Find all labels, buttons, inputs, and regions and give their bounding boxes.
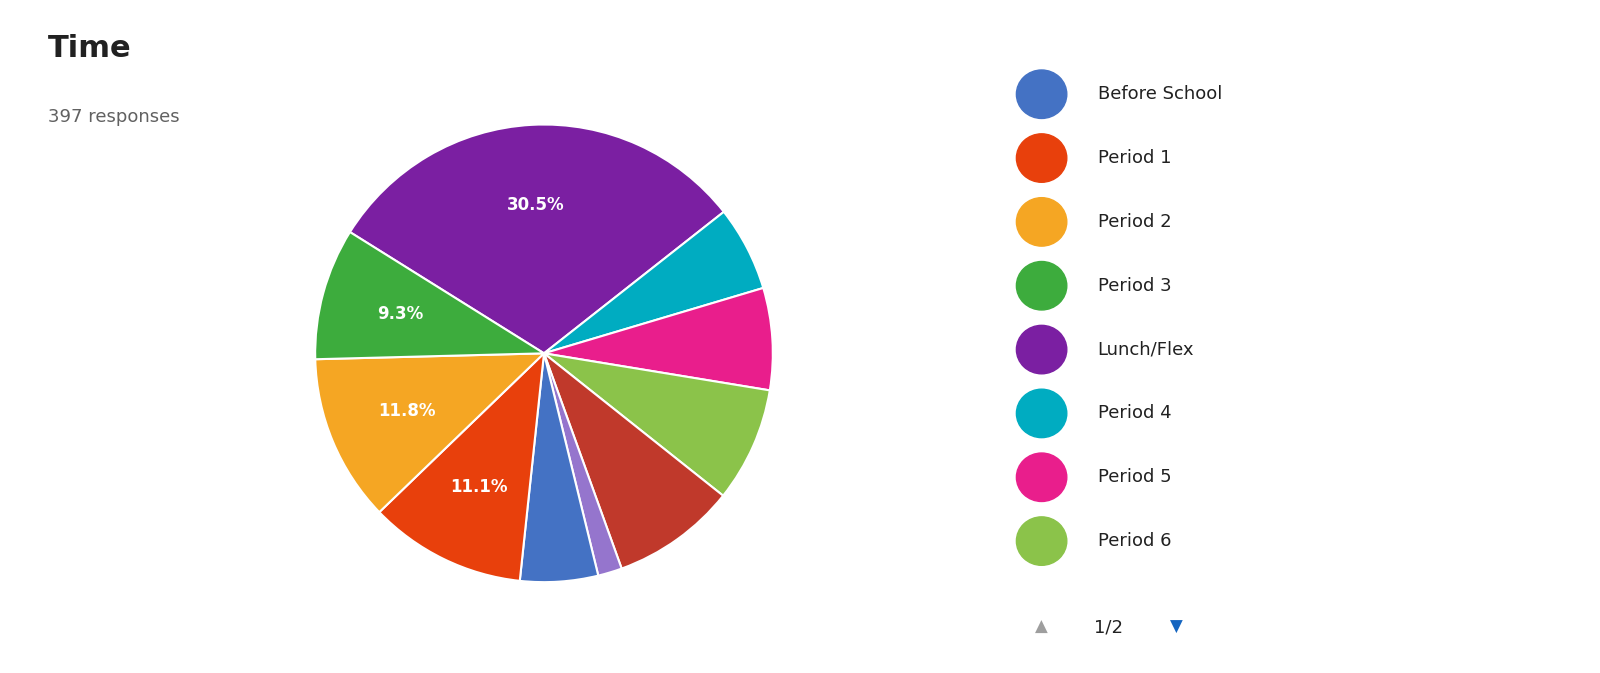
Text: 1/2: 1/2 [1094, 618, 1123, 636]
Text: Period 4: Period 4 [1098, 404, 1171, 423]
Circle shape [1016, 389, 1067, 437]
Wedge shape [544, 353, 770, 496]
Text: Period 5: Period 5 [1098, 468, 1171, 487]
Text: 11.1%: 11.1% [450, 478, 507, 496]
Wedge shape [315, 232, 544, 359]
Wedge shape [544, 288, 773, 390]
Text: Lunch/Flex: Lunch/Flex [1098, 341, 1194, 359]
Circle shape [1016, 453, 1067, 501]
Text: 397 responses: 397 responses [48, 108, 179, 126]
Circle shape [1016, 262, 1067, 310]
Circle shape [1016, 70, 1067, 118]
Text: Period 3: Period 3 [1098, 277, 1171, 295]
Wedge shape [544, 353, 622, 575]
Text: 30.5%: 30.5% [507, 196, 565, 214]
Text: ▲: ▲ [1035, 618, 1048, 636]
Wedge shape [315, 353, 544, 512]
Wedge shape [544, 212, 763, 353]
Wedge shape [379, 353, 544, 581]
Text: Before School: Before School [1098, 85, 1222, 103]
Circle shape [1016, 517, 1067, 565]
Text: ▼: ▼ [1170, 618, 1182, 636]
Text: 9.3%: 9.3% [378, 305, 424, 323]
Wedge shape [350, 125, 723, 353]
Text: Time: Time [48, 34, 131, 63]
Circle shape [1016, 325, 1067, 374]
Text: Period 6: Period 6 [1098, 532, 1171, 550]
Text: Period 1: Period 1 [1098, 149, 1171, 167]
Circle shape [1016, 134, 1067, 182]
Circle shape [1016, 198, 1067, 246]
Text: Period 2: Period 2 [1098, 213, 1171, 231]
Wedge shape [520, 353, 598, 582]
Wedge shape [544, 353, 723, 569]
Text: 11.8%: 11.8% [378, 402, 435, 420]
